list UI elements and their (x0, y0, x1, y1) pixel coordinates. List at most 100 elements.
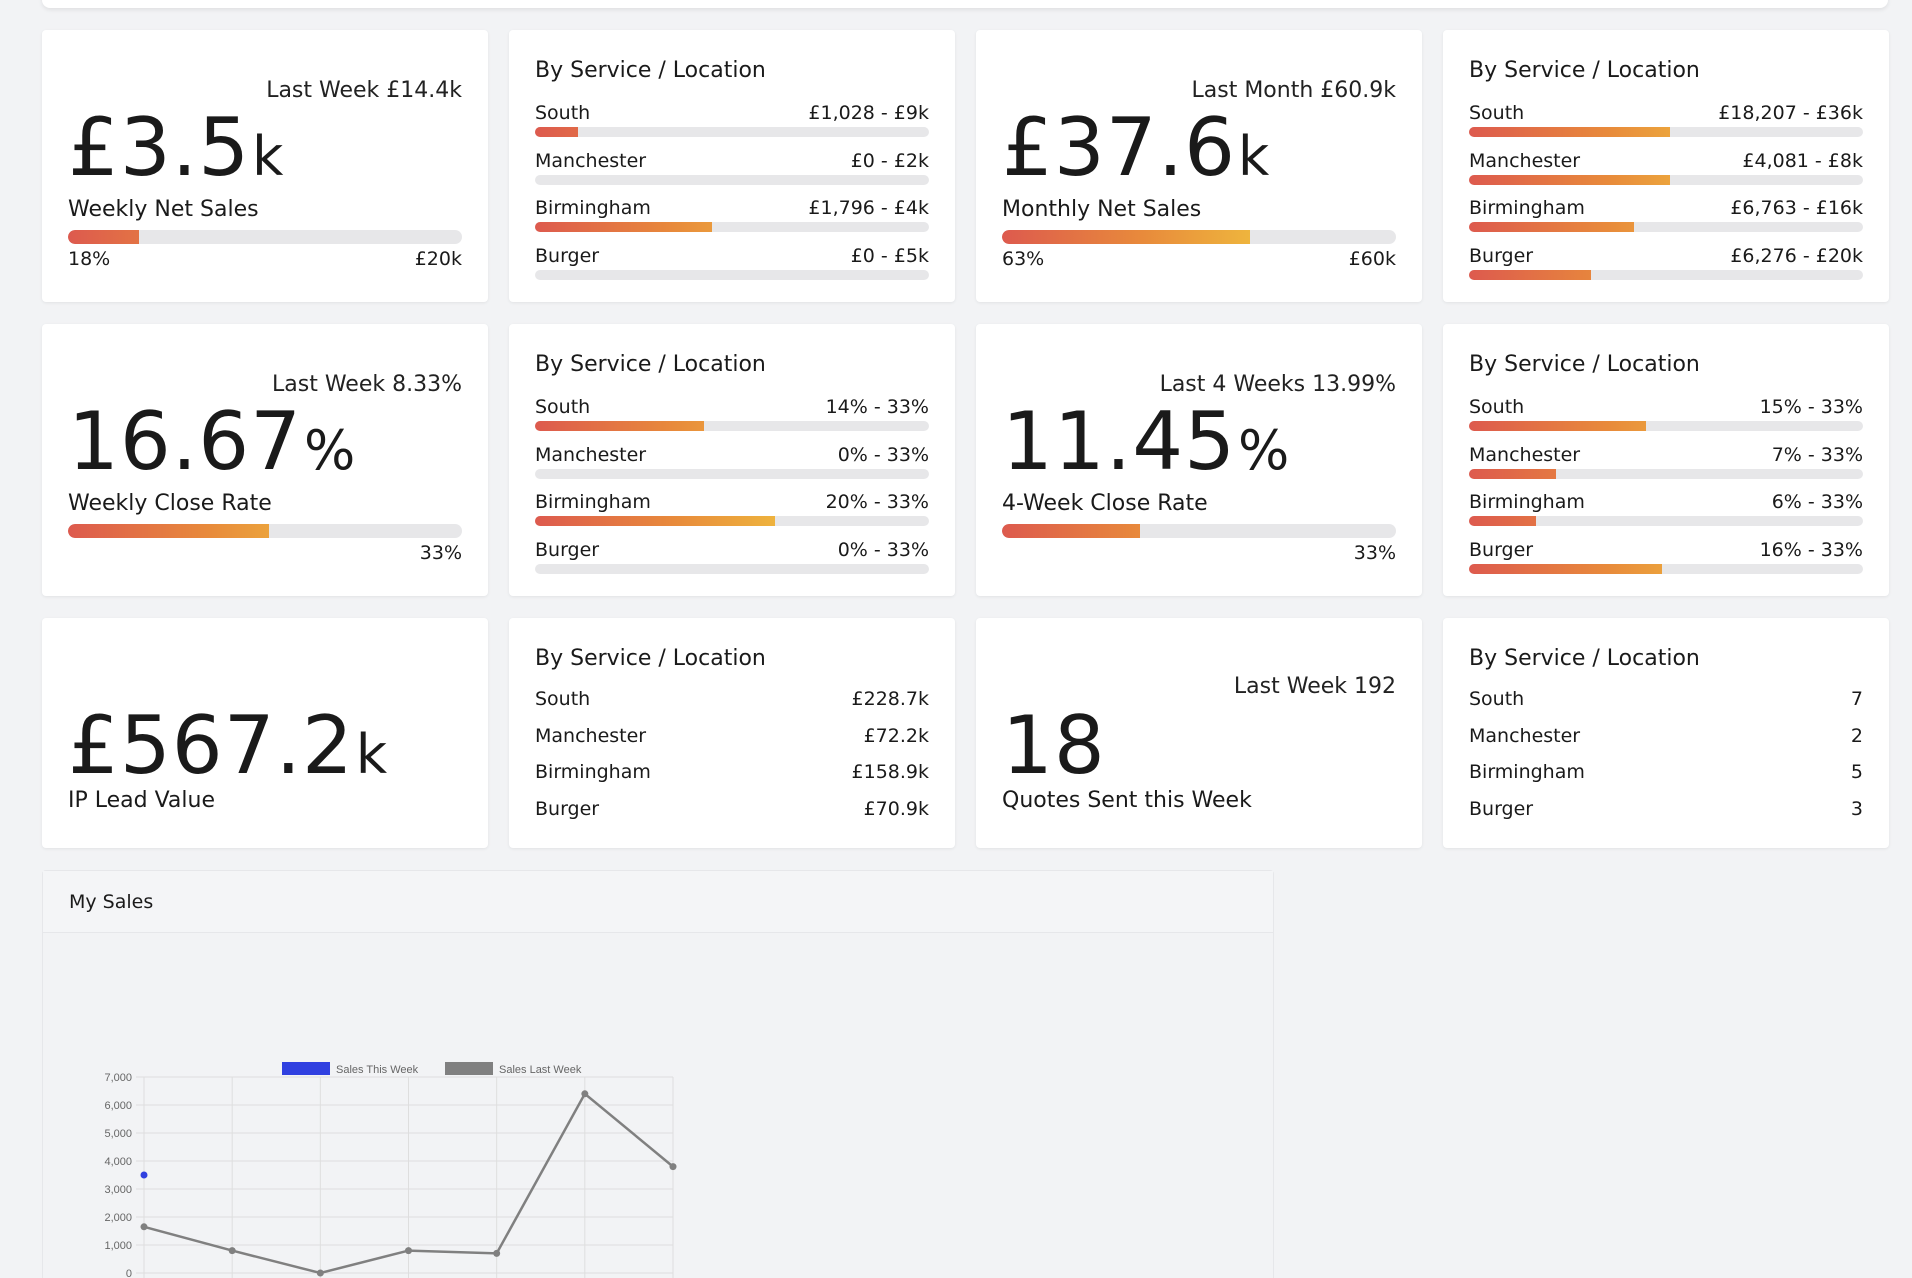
progress-target: £20k (414, 248, 462, 270)
breakdown-row-manchester: Manchester £72.2k (535, 725, 929, 765)
progress-fill (1469, 269, 1592, 280)
kpi-label: IP Lead Value (68, 788, 216, 813)
data-point (316, 1269, 324, 1277)
breakdown-row-label: Burger (1469, 538, 1534, 561)
breakdown-row-label: Burger (535, 244, 600, 267)
breakdown-row-value: £6,763 - £16k (1730, 197, 1863, 219)
y-tick-label: 2,000 (104, 1212, 132, 1224)
breakdown-row-birmingham: Birmingham 6% - 33% (1469, 491, 1863, 531)
breakdown-row-label: Manchester (535, 443, 647, 466)
breakdown-row-value: 6% - 33% (1771, 491, 1863, 513)
breakdown-row-label: South (535, 396, 591, 418)
breakdown-row-birmingham: Birmingham £1,796 - £4k (535, 197, 929, 237)
breakdown-row-label: Birmingham (1469, 761, 1585, 783)
breakdown-row-manchester: Manchester 0% - 33% (535, 444, 929, 484)
weekly-close-rate-card: Last Week 8.33% 16.67% Weekly Close Rate… (42, 324, 488, 596)
kpi-suffix: k (355, 723, 389, 786)
progress-target: 33% (1353, 542, 1396, 564)
breakdown-row-label: South (1469, 688, 1525, 710)
breakdown-progress-bar (535, 468, 929, 479)
progress-bar (1002, 524, 1396, 538)
breakdown-row-label: South (1469, 102, 1525, 124)
progress-fill (1469, 127, 1670, 137)
breakdown-title: By Service / Location (1469, 352, 1700, 377)
breakdown-title: By Service / Location (1469, 646, 1700, 671)
kpi-suffix: % (1238, 419, 1291, 482)
breakdown-progress-bar (1469, 127, 1863, 137)
breakdown-row-value: 2 (1850, 724, 1863, 747)
breakdown-row-label: Birmingham (1469, 197, 1585, 219)
breakdown-row-birmingham: Birmingham £158.9k (535, 761, 929, 801)
chart-card-header: My Sales (43, 871, 1273, 933)
kpi-number: £3.5 (68, 101, 251, 194)
four-week-close-breakdown-card: By Service / Location South 15% - 33% Manc… (1443, 324, 1889, 596)
progress-fill (68, 230, 139, 244)
data-point (493, 1249, 501, 1257)
progress-target: 33% (419, 542, 462, 564)
data-point (140, 1171, 148, 1179)
monthly-net-sales-card: Last Month £60.9k £37.6k Monthly Net Sal… (976, 30, 1422, 302)
breakdown-row-value: £0 - £5k (850, 244, 929, 267)
weekly-net-sales-card: Last Week £14.4k £3.5k Weekly Net Sales … (42, 30, 488, 302)
breakdown-row-burger: Burger £70.9k (535, 798, 929, 838)
y-tick-label: 7,000 (104, 1072, 132, 1084)
kpi-suffix: k (252, 125, 285, 188)
data-point (228, 1247, 236, 1255)
breakdown-title: By Service / Location (535, 352, 766, 377)
breakdown-row-value: 0% - 33% (837, 538, 929, 561)
breakdown-row-value: £228.7k (851, 688, 929, 710)
breakdown-progress-bar (1469, 468, 1863, 479)
breakdown-row-south: South 14% - 33% (535, 396, 929, 436)
progress-target: £60k (1348, 248, 1396, 270)
breakdown-row-label: Birmingham (535, 491, 651, 513)
progress-fill (1002, 230, 1251, 244)
breakdown-progress-bar (535, 269, 929, 280)
breakdown-row-label: Manchester (1469, 149, 1581, 172)
chart-card-title: My Sales (69, 891, 154, 913)
legend-swatch (445, 1062, 493, 1075)
kpi-suffix: k (1238, 125, 1271, 188)
breakdown-row-birmingham: Birmingham 5 (1469, 761, 1863, 801)
my-sales-chart-card: My Sales 0 1,000 2,000 3,000 4,000 5,000 6,000… (42, 870, 1274, 1278)
breakdown-row-label: Manchester (535, 149, 647, 172)
kpi-label: Weekly Net Sales (68, 197, 259, 222)
progress-fill (535, 421, 705, 431)
breakdown-progress-bar (535, 127, 929, 137)
breakdown-row-label: South (535, 688, 591, 710)
ip-lead-breakdown-card: By Service / Location South £228.7k Manche… (509, 618, 955, 848)
quotes-sent-card: Last Week 192 18 Quotes Sent this Week (976, 618, 1422, 848)
data-point (669, 1163, 677, 1171)
progress-fill (1469, 421, 1647, 431)
progress-fill (1469, 222, 1635, 232)
breakdown-row-value: £1,028 - £9k (808, 102, 929, 124)
breakdown-row-south: South 15% - 33% (1469, 396, 1863, 436)
progress-percent: 63% (1002, 248, 1045, 270)
breakdown-progress-bar (1469, 421, 1863, 431)
breakdown-row-label: Birmingham (1469, 491, 1585, 513)
y-tick-label: 5,000 (104, 1128, 132, 1140)
kpi-label: Quotes Sent this Week (1002, 788, 1252, 813)
breakdown-row-value: £4,081 - £8k (1742, 149, 1863, 172)
quotes-breakdown-card: By Service / Location South 7 Manchester 2 B… (1443, 618, 1889, 848)
breakdown-row-value: 5 (1850, 761, 1863, 783)
progress-fill (1469, 516, 1536, 526)
breakdown-row-birmingham: Birmingham £6,763 - £16k (1469, 197, 1863, 237)
data-point (581, 1090, 589, 1098)
kpi-number: 11.45 (1002, 395, 1237, 488)
ip-lead-value-card: £567.2k IP Lead Value (42, 618, 488, 848)
breakdown-progress-bar (535, 421, 929, 431)
kpi-number: £37.6 (1002, 101, 1237, 194)
progress-percent: 18% (68, 248, 111, 270)
breakdown-row-label: Manchester (1469, 724, 1581, 747)
kpi-number: £567.2 (68, 699, 354, 792)
progress-fill (535, 127, 579, 137)
breakdown-title: By Service / Location (535, 58, 766, 83)
data-point (140, 1223, 148, 1231)
progress-fill (1469, 563, 1663, 574)
y-tick-label: 1,000 (104, 1240, 132, 1252)
breakdown-row-label: Burger (1469, 244, 1534, 267)
comparison-text: Last 4 Weeks 13.99% (1159, 372, 1396, 397)
four-week-close-rate-card: Last 4 Weeks 13.99% 11.45% 4-Week Close … (976, 324, 1422, 596)
kpi-label: 4-Week Close Rate (1002, 491, 1208, 516)
breakdown-row-value: 20% - 33% (825, 491, 929, 513)
